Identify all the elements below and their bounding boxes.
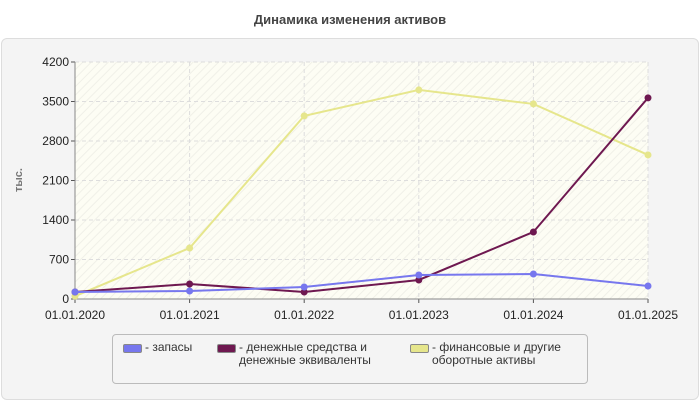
y-tick-label: 4200	[42, 55, 69, 69]
y-axis-label: тыс.	[13, 168, 25, 192]
series-line	[74, 97, 649, 294]
data-point	[415, 271, 423, 279]
data-point	[186, 280, 194, 288]
x-tick-label: 01.01.2024	[503, 308, 563, 322]
legend-swatch	[410, 344, 429, 353]
y-tick-label: 2800	[42, 134, 69, 148]
data-point	[644, 282, 652, 290]
data-point	[415, 86, 423, 94]
legend-item-inventory: - запасы	[123, 341, 192, 354]
y-tick-label: 3500	[42, 95, 69, 109]
chart-title: Динамика изменения активов	[253, 12, 447, 27]
data-point	[529, 270, 537, 278]
legend-swatch	[123, 344, 142, 353]
legend-label: - запасы	[145, 340, 193, 354]
data-point	[186, 244, 194, 252]
y-tick-label: 1400	[42, 213, 69, 227]
series-line	[74, 273, 649, 294]
legend-item-financial: - финансовые и другие оборотные активы	[410, 341, 561, 367]
legend: - запасы - денежные средства и денежные э…	[112, 334, 588, 384]
data-point	[71, 288, 79, 296]
x-tick-label: 01.01.2021	[160, 308, 220, 322]
x-tick-label: 01.01.2023	[389, 308, 449, 322]
data-point	[300, 112, 308, 120]
y-tick-label: 0	[62, 292, 69, 306]
data-point	[415, 276, 423, 284]
legend-label: - денежные средства и денежные эквивалент…	[239, 340, 371, 367]
data-point	[644, 94, 652, 102]
legend-swatch	[217, 344, 236, 353]
data-point	[186, 287, 194, 295]
data-point	[300, 288, 308, 296]
x-tick-label: 01.01.2020	[45, 308, 105, 322]
legend-item-cash: - денежные средства и денежные эквивалент…	[217, 341, 371, 367]
x-tick-label: 01.01.2022	[274, 308, 334, 322]
series-line	[74, 88, 649, 298]
y-tick-label: 700	[49, 253, 69, 267]
legend-label: - финансовые и другие оборотные активы	[432, 340, 561, 367]
data-point	[644, 151, 652, 159]
x-tick-label: 01.01.2025	[618, 308, 678, 322]
data-point	[529, 228, 537, 236]
y-tick-label: 2100	[42, 174, 69, 188]
data-point	[529, 100, 537, 108]
data-point	[300, 283, 308, 291]
